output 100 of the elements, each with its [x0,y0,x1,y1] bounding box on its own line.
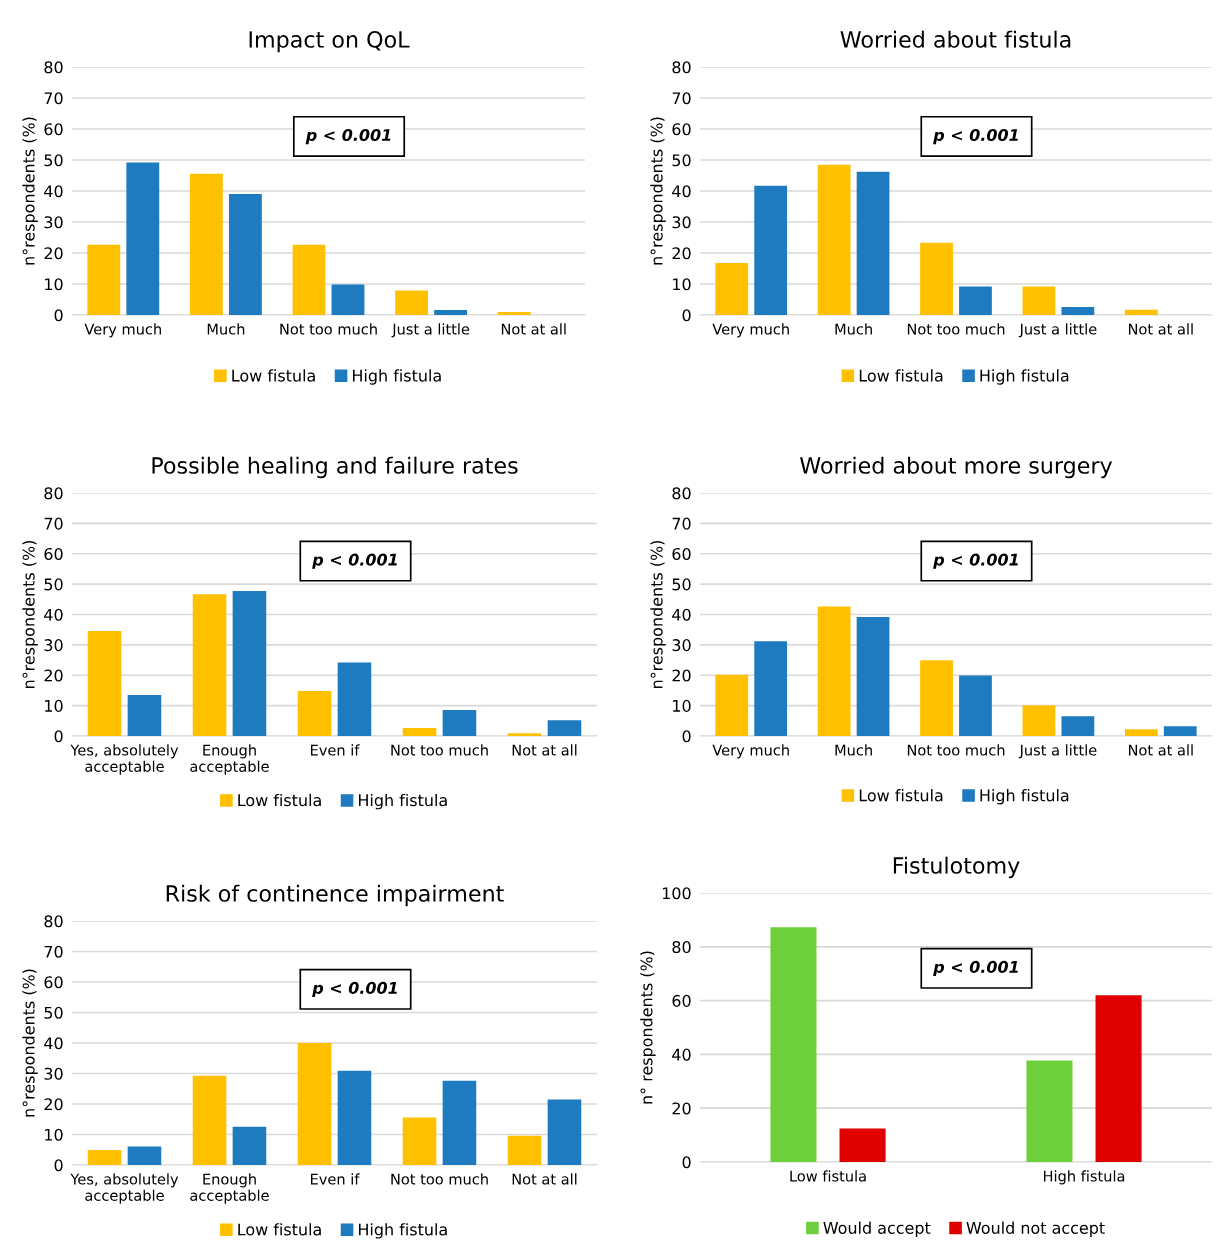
y-tick-label: 0 [682,1156,691,1169]
bar [192,594,227,736]
y-tick-label: 30 [44,216,63,229]
bar [126,162,160,315]
y-tick-label: 80 [44,915,63,928]
bar [920,242,953,315]
x-tick-label: Not at all [512,744,577,756]
y-tick-label: 60 [672,547,691,561]
bar [1095,995,1142,1162]
legend-label: Low fistula [859,789,943,802]
bar [395,290,429,315]
y-tick-label: 70 [672,92,691,105]
bar [547,720,582,736]
y-tick-label: 50 [44,1006,63,1019]
bar [292,244,326,315]
y-tick-label: 20 [44,669,63,682]
bar [337,1070,372,1165]
bar [1026,1060,1073,1162]
bar [959,675,992,736]
y-tick-label: 40 [672,1048,691,1061]
y-tick-label: 20 [44,1098,63,1111]
y-tick-label: 10 [673,278,691,291]
x-tick-label: Very much [712,744,789,759]
x-tick-label: Just a little [1018,744,1097,759]
bar [337,662,372,736]
bar [127,694,162,736]
x-tick-label: Enough acceptable [190,1173,269,1204]
chart-title: Risk of continence impairment [166,884,504,907]
bar [228,194,262,315]
bar [297,1043,332,1165]
legend-label: High fistula [358,1223,447,1239]
x-tick-label: Not too much [280,323,377,335]
bar [232,591,267,736]
annotation: p < 0.001 [305,128,391,145]
x-tick-label: Not too much [391,744,488,756]
y-tick-label: 50 [672,578,691,591]
y-tick-label: 30 [672,639,691,652]
bar [839,1128,886,1162]
y-tick-label: 0 [54,730,63,743]
annotation: p < 0.001 [312,553,397,569]
legend-label: High fistula [980,789,1069,805]
chart-title: Worried about fistula [840,30,1071,48]
bar [547,1099,582,1165]
y-tick-label: 30 [44,639,63,652]
x-tick-label: Even if [310,744,360,756]
x-tick-label: Even if [310,1173,360,1185]
bar [232,1126,267,1165]
annotation: p < 0.001 [933,960,1018,977]
y-axis-title: n°respondents (%) [650,117,666,265]
y-tick-label: 80 [672,487,691,500]
bar [87,630,122,736]
bar [1124,309,1158,315]
x-tick-label: Very much [712,323,789,338]
legend-label: Low fistula [238,1223,321,1236]
bar [1163,726,1197,736]
bar [1061,716,1095,736]
x-tick-label: Very much [84,323,161,338]
y-axis-title: n°respondents (%) [22,540,38,688]
x-tick-label: Not too much [907,323,1005,335]
legend-label: High fistula [352,369,441,385]
bar [507,733,542,736]
bar [331,284,365,315]
y-tick-label: 80 [44,487,63,500]
bar [1124,729,1158,736]
x-tick-label: Not at all [512,1173,577,1185]
x-tick-label: Enough acceptable [190,744,269,775]
y-tick-label: 50 [44,154,63,167]
x-tick-label: Yes, absolutely acceptable [70,744,179,775]
y-tick-label: 0 [54,309,63,322]
y-tick-label: 80 [672,941,691,954]
y-axis-title: n°respondents (%) [22,969,38,1117]
bar [920,660,953,736]
y-axis-title: n° respondents (%) [640,951,656,1104]
y-tick-label: 60 [672,123,691,136]
x-tick-label: Yes, absolutely acceptable [70,1173,179,1204]
chart-title: Worried about more surgery [800,456,1113,479]
y-tick-label: 0 [682,730,691,743]
bar [1022,286,1056,315]
legend-label: High fistula [980,369,1069,385]
y-tick-label: 10 [673,699,691,712]
y-tick-label: 80 [44,61,63,74]
legend-label: Would not accept [966,1221,1105,1237]
x-tick-label: Low fistula [790,1170,866,1182]
y-tick-label: 80 [672,61,691,74]
x-tick-label: Not at all [501,323,566,335]
chart-title: Impact on QoL [249,31,410,53]
y-tick-label: 70 [44,945,63,958]
y-tick-label: 30 [44,1067,63,1080]
y-tick-label: 50 [44,578,63,591]
bar [442,709,477,736]
y-tick-label: 20 [672,1102,691,1115]
y-tick-label: 70 [44,517,63,530]
bar [507,1135,542,1165]
y-tick-label: 50 [672,154,691,167]
y-tick-label: 100 [662,887,691,900]
bar [754,185,788,315]
legend-label: Low fistula [238,793,321,807]
bar [442,1080,477,1165]
bar [1061,306,1095,315]
y-tick-label: 10 [45,1128,63,1141]
